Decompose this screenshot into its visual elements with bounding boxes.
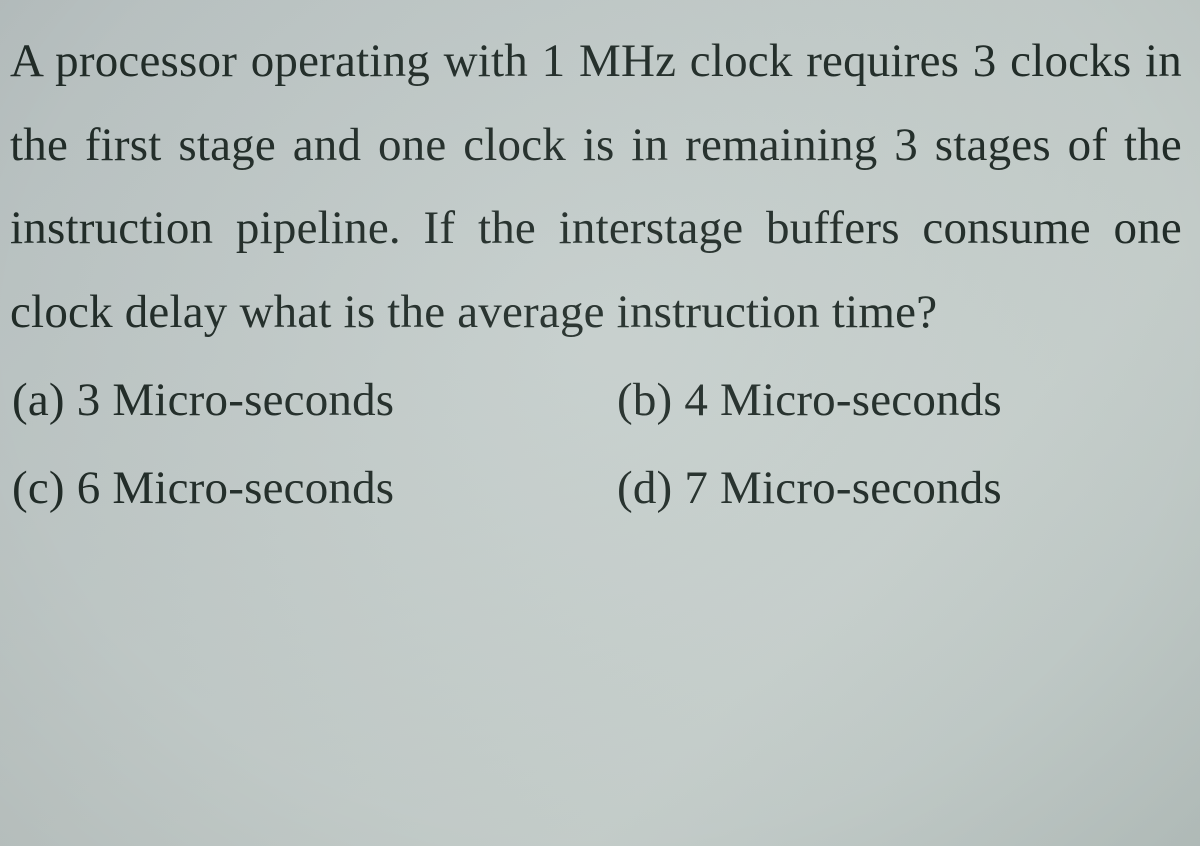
option-b-label: (b)	[617, 374, 672, 426]
question-text: A processor operating with 1 MHz clock r…	[10, 20, 1182, 355]
options-grid: (a) 3 Micro-seconds (b) 4 Micro-seconds …	[10, 373, 1182, 515]
option-b-text: 4 Micro-seconds	[684, 374, 1002, 426]
option-d-label: (d)	[617, 462, 672, 514]
option-a-text: 3 Micro-seconds	[77, 374, 395, 426]
exam-question-page: A processor operating with 1 MHz clock r…	[0, 0, 1200, 846]
option-c-label: (c)	[12, 462, 65, 514]
option-c-text: 6 Micro-seconds	[77, 462, 395, 514]
option-b: (b) 4 Micro-seconds	[617, 373, 1182, 427]
option-d: (d) 7 Micro-seconds	[617, 461, 1182, 515]
option-c: (c) 6 Micro-seconds	[12, 461, 577, 515]
option-a: (a) 3 Micro-seconds	[12, 373, 577, 427]
option-a-label: (a)	[12, 374, 65, 426]
option-d-text: 7 Micro-seconds	[684, 462, 1002, 514]
